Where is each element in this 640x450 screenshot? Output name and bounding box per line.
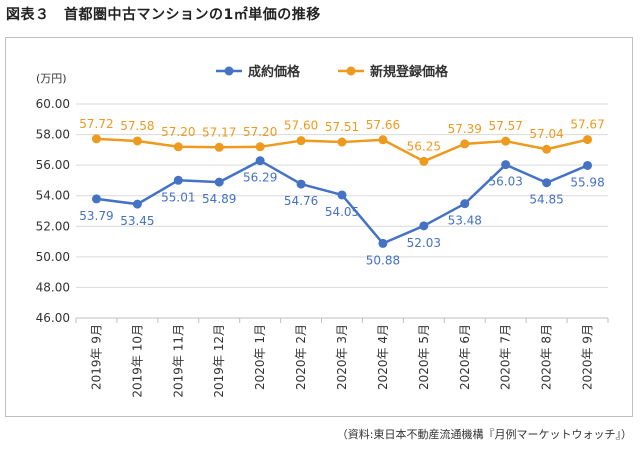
data-point (378, 135, 388, 145)
data-point (91, 134, 101, 144)
source-note: （資料:東日本不動産流通機構『月例マーケットウォッチ』） (336, 428, 632, 441)
data-label: 57.72 (79, 117, 113, 131)
data-point (542, 144, 552, 154)
data-point (460, 199, 470, 209)
data-label: 57.58 (120, 119, 154, 133)
data-point (419, 221, 429, 231)
x-tick-label: 2020年 3月 (335, 324, 349, 390)
data-label: 57.20 (243, 125, 277, 139)
data-point (255, 156, 265, 166)
data-point (501, 160, 511, 170)
data-label: 57.51 (325, 120, 359, 134)
x-tick-label: 2019年 11月 (171, 324, 185, 398)
figure-title: 図表３ 首都圏中古マンションの1㎡単価の推移 (6, 7, 321, 23)
x-tick-label: 2020年 2月 (294, 324, 308, 390)
data-label: 57.57 (489, 119, 523, 133)
data-label: 54.89 (202, 192, 236, 206)
data-point (583, 135, 593, 145)
data-label: 57.04 (529, 127, 563, 141)
data-point (91, 194, 101, 204)
data-label: 52.03 (407, 236, 441, 250)
data-label: 50.88 (366, 253, 400, 267)
data-point (173, 175, 183, 185)
data-point (255, 142, 265, 152)
x-tick-label: 2020年 9月 (581, 324, 595, 390)
data-label: 57.17 (202, 125, 236, 139)
data-label: 57.66 (366, 118, 400, 132)
data-point (337, 137, 347, 147)
x-tick-label: 2020年 4月 (376, 324, 390, 390)
y-tick-label: 60.00 (36, 97, 70, 111)
data-label: 54.76 (284, 194, 318, 208)
data-point (583, 160, 593, 170)
data-label: 57.67 (570, 118, 604, 132)
legend-swatch-marker (224, 66, 234, 76)
x-tick-label: 2019年 12月 (212, 324, 226, 398)
chart-frame: (万円) 46.00 48.00 50.00 52.00 54.00 56.00 58.00 6… (5, 37, 633, 417)
y-tick-label: 46.00 (36, 311, 70, 325)
data-label: 54.85 (529, 193, 563, 207)
data-label: 57.20 (161, 125, 195, 139)
x-tick-label: 2019年 10月 (130, 324, 144, 398)
y-axis-unit-label: (万円) (36, 72, 67, 85)
y-tick-label: 56.00 (36, 158, 70, 172)
y-tick-label: 58.00 (36, 128, 70, 142)
data-label: 55.98 (570, 175, 604, 189)
legend: 成約価格 新規登録価格 (216, 64, 449, 80)
data-point (173, 142, 183, 152)
x-tick-label: 2020年 6月 (458, 324, 472, 390)
y-tick-label: 54.00 (36, 189, 70, 203)
data-point (460, 139, 470, 149)
data-point (132, 136, 142, 146)
data-point (337, 190, 347, 200)
x-tick-label: 2020年 7月 (499, 324, 513, 390)
data-point (214, 177, 224, 187)
data-point (378, 238, 388, 248)
x-tick-label: 2020年 1月 (253, 324, 267, 390)
legend-entry-label: 新規登録価格 (370, 64, 449, 80)
data-labels: 53.79 53.45 55.01 54.89 56.29 54.76 54.05 50.88… (79, 117, 604, 268)
data-label: 53.48 (448, 214, 482, 228)
data-label: 56.25 (407, 139, 441, 153)
line-chart: (万円) 46.00 48.00 50.00 52.00 54.00 56.00 58.00 6… (36, 64, 609, 398)
data-point (501, 136, 511, 146)
x-tick-label: 2019年 9月 (89, 324, 103, 390)
x-tick-label: 2020年 8月 (540, 324, 554, 390)
y-tick-label: 50.00 (36, 250, 70, 264)
data-label: 55.01 (161, 190, 195, 204)
data-point (296, 136, 306, 146)
data-label: 57.39 (448, 122, 482, 136)
axes: (万円) 46.00 48.00 50.00 52.00 54.00 56.00 58.00 6… (36, 72, 609, 398)
y-tick-label: 52.00 (36, 219, 70, 233)
data-label: 54.05 (325, 205, 359, 219)
data-label: 56.03 (489, 175, 523, 189)
data-label: 56.29 (243, 171, 277, 185)
data-point (132, 199, 142, 209)
data-point (419, 156, 429, 166)
legend-entry-label: 成約価格 (248, 64, 301, 80)
data-label: 57.60 (284, 119, 318, 133)
data-point (542, 178, 552, 188)
y-tick-label: 48.00 (36, 280, 70, 294)
legend-swatch-marker (346, 66, 356, 76)
data-label: 53.79 (79, 209, 113, 223)
data-label: 53.45 (120, 214, 154, 228)
data-point (296, 179, 306, 189)
series (91, 134, 593, 248)
data-point (214, 142, 224, 152)
x-tick-label: 2020年 5月 (417, 324, 431, 390)
